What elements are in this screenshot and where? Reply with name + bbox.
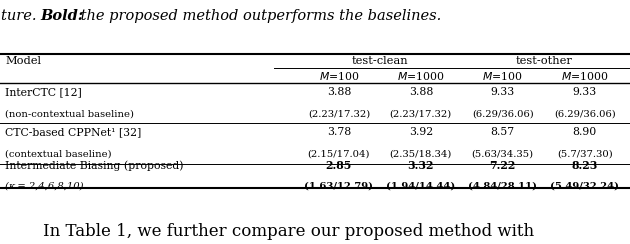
Text: 3.32: 3.32 — [408, 160, 434, 171]
Text: 8.23: 8.23 — [571, 160, 598, 171]
Text: test-clean: test-clean — [352, 56, 408, 66]
Text: (4.84/28.11): (4.84/28.11) — [468, 181, 537, 190]
Text: $M$=100: $M$=100 — [483, 70, 523, 81]
Text: (contextual baseline): (contextual baseline) — [5, 150, 112, 159]
Text: In Table 1, we further compare our proposed method with: In Table 1, we further compare our propo… — [43, 223, 534, 240]
Text: 8.57: 8.57 — [491, 127, 515, 137]
Text: 3.88: 3.88 — [409, 87, 433, 97]
Text: (non-contextual baseline): (non-contextual baseline) — [5, 109, 134, 118]
Text: 8.90: 8.90 — [573, 127, 597, 137]
Text: Bold:: Bold: — [40, 9, 84, 22]
Text: 3.78: 3.78 — [327, 127, 351, 137]
Text: 9.33: 9.33 — [491, 87, 515, 97]
Text: 2.85: 2.85 — [326, 160, 352, 171]
Text: (1.94/14.44): (1.94/14.44) — [386, 181, 455, 190]
Text: 3.92: 3.92 — [409, 127, 433, 137]
Text: (κ = 2,4,6,8,10): (κ = 2,4,6,8,10) — [5, 181, 84, 190]
Text: 7.22: 7.22 — [490, 160, 516, 171]
Text: $M$=1000: $M$=1000 — [397, 70, 445, 81]
Text: ture.: ture. — [1, 9, 42, 22]
Text: (2.15/17.04): (2.15/17.04) — [307, 150, 370, 159]
Text: (2.23/17.32): (2.23/17.32) — [390, 109, 452, 118]
Text: (2.23/17.32): (2.23/17.32) — [308, 109, 370, 118]
Text: (2.35/18.34): (2.35/18.34) — [389, 150, 452, 159]
Text: Model: Model — [5, 56, 41, 66]
Text: test-other: test-other — [515, 56, 572, 66]
Text: the proposed method outperforms the baselines.: the proposed method outperforms the base… — [76, 9, 441, 22]
Text: InterCTC [12]: InterCTC [12] — [5, 87, 82, 97]
Text: 3.88: 3.88 — [327, 87, 351, 97]
Text: (5.7/37.30): (5.7/37.30) — [557, 150, 612, 159]
Text: 9.33: 9.33 — [573, 87, 597, 97]
Text: (6.29/36.06): (6.29/36.06) — [554, 109, 616, 118]
Text: $M$=100: $M$=100 — [319, 70, 359, 81]
Text: (5.49/32.24): (5.49/32.24) — [550, 181, 619, 190]
Text: CTC-based CPPNet¹ [32]: CTC-based CPPNet¹ [32] — [5, 127, 141, 137]
Text: (5.63/34.35): (5.63/34.35) — [472, 150, 534, 159]
Text: Intermediate Biasing (proposed): Intermediate Biasing (proposed) — [5, 161, 183, 171]
Text: (6.29/36.06): (6.29/36.06) — [472, 109, 534, 118]
Text: $M$=1000: $M$=1000 — [561, 70, 609, 81]
Text: (1.63/12.79): (1.63/12.79) — [304, 181, 374, 190]
